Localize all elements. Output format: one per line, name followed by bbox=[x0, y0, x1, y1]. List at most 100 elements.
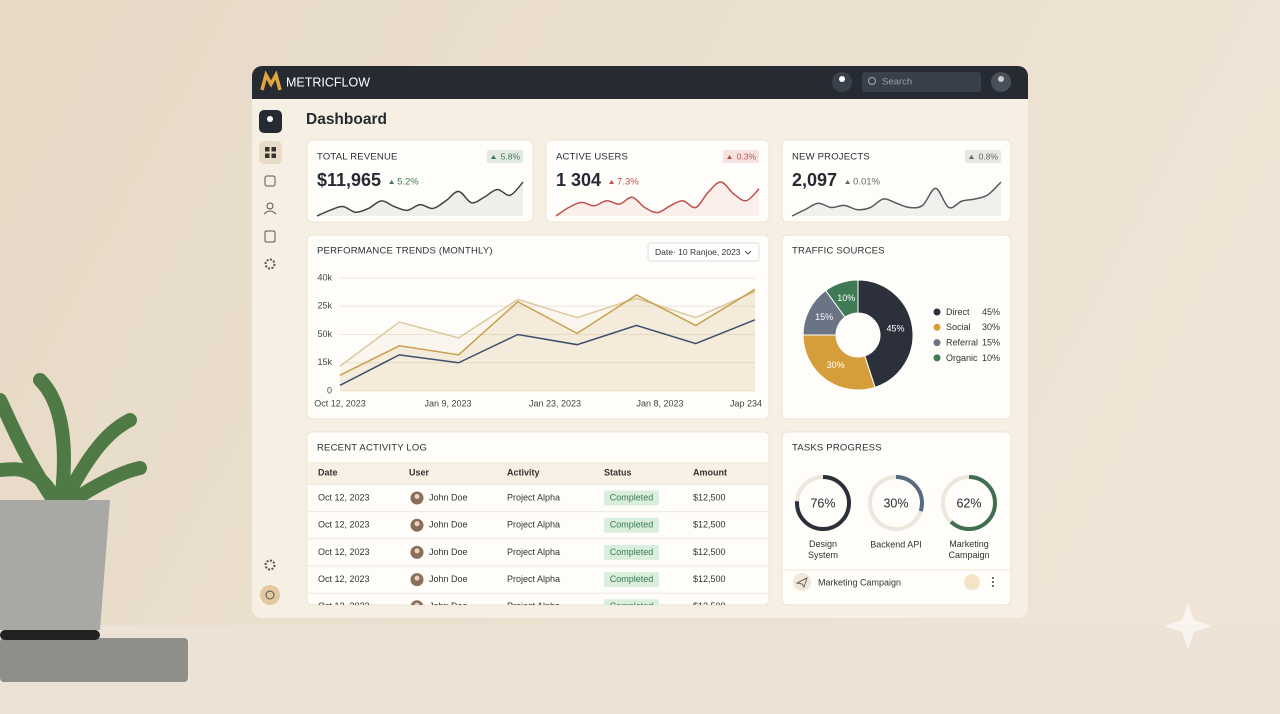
performance-title: PERFORMANCE TRENDS (MONTHLY) bbox=[317, 246, 493, 257]
tasks-footer: Marketing Campaign bbox=[818, 577, 901, 587]
cell-date: Oct 12, 2023 bbox=[318, 601, 370, 611]
sparkline bbox=[316, 181, 524, 217]
date-filter[interactable] bbox=[647, 242, 760, 262]
cell-user: John Doe bbox=[429, 492, 468, 502]
sidebar bbox=[259, 110, 282, 605]
search-box[interactable] bbox=[862, 72, 981, 92]
y-tick-label: 0 bbox=[327, 385, 332, 395]
legend-label: Organic bbox=[946, 353, 978, 363]
legend-dot bbox=[933, 308, 941, 316]
nav-reports[interactable] bbox=[264, 230, 276, 243]
trend-area bbox=[340, 291, 755, 391]
nav-tasks[interactable] bbox=[264, 175, 276, 187]
cell-amount: $12,500 bbox=[693, 574, 726, 584]
kpi-badge bbox=[965, 150, 1001, 163]
sparkline-area bbox=[317, 182, 523, 216]
kpi-value: $11,965 bbox=[317, 170, 381, 190]
ring-progress bbox=[941, 475, 997, 531]
kpi-value: 1 304 bbox=[556, 170, 601, 190]
activity-title: RECENT ACTIVITY LOG bbox=[317, 443, 427, 454]
nav-users[interactable] bbox=[266, 202, 274, 210]
cell-user: John Doe bbox=[429, 520, 468, 530]
status-badge bbox=[604, 599, 659, 605]
dropdown-arrow bbox=[744, 250, 752, 255]
avatar-face bbox=[414, 521, 420, 527]
top-bar bbox=[252, 66, 1028, 99]
status-badge bbox=[604, 544, 659, 560]
legend-label: Direct bbox=[946, 307, 970, 317]
kpi-label: NEW PROJECTS bbox=[792, 152, 870, 163]
legend-label: Referral bbox=[946, 337, 978, 347]
kpi-label: ACTIVE USERS bbox=[556, 152, 628, 163]
cell-user: John Doe bbox=[429, 574, 468, 584]
avatar-face bbox=[414, 602, 420, 605]
slice-label: 10% bbox=[837, 293, 855, 303]
cell-amount: $12,500 bbox=[693, 520, 726, 530]
activity-table: Date User Activity Status Amount Oct 12, 2023… bbox=[308, 467, 768, 611]
cell-amount: $12,500 bbox=[693, 492, 726, 502]
kpi-badge bbox=[723, 150, 759, 163]
status-badge bbox=[604, 572, 659, 588]
performance-card bbox=[306, 234, 770, 420]
badge-arrow bbox=[491, 155, 496, 159]
legend-label: Social bbox=[946, 322, 971, 332]
table-header bbox=[308, 462, 768, 484]
nav-dashboard[interactable] bbox=[259, 141, 282, 164]
brand: METRICFLOW bbox=[286, 75, 370, 89]
nav-settings[interactable] bbox=[264, 258, 276, 270]
campaign-icon bbox=[793, 573, 811, 591]
assignee[interactable] bbox=[964, 574, 980, 590]
legend-dot bbox=[933, 354, 941, 362]
y-tick-label: 40k bbox=[317, 272, 332, 282]
cell-activity: Project Alpha bbox=[507, 574, 560, 584]
kpi-card bbox=[781, 139, 1012, 223]
nav-preferences[interactable] bbox=[264, 559, 276, 571]
user-icon bbox=[839, 76, 845, 82]
trend-line bbox=[339, 319, 756, 387]
legend-value: 10% bbox=[982, 353, 1000, 363]
kpi-change: 7.3% bbox=[617, 177, 639, 188]
traffic-title: TRAFFIC SOURCES bbox=[792, 246, 885, 257]
kpi-badge-text: 0.3% bbox=[737, 151, 757, 161]
kpi-value: 2,097 bbox=[792, 170, 837, 190]
column-header: Amount bbox=[693, 467, 727, 477]
y-tick-label: 50k bbox=[317, 329, 332, 339]
tasks-title: TASKS PROGRESS bbox=[792, 443, 882, 454]
badge-arrow bbox=[727, 155, 732, 159]
nav-account[interactable] bbox=[260, 585, 280, 605]
cell-status: Completed bbox=[610, 492, 654, 502]
cell-status: Completed bbox=[610, 547, 654, 557]
slice-label: 30% bbox=[827, 360, 845, 370]
avatar-face bbox=[414, 575, 420, 581]
x-tick-label: Jan 23, 2023 bbox=[529, 398, 581, 408]
legend-value: 30% bbox=[982, 322, 1000, 332]
slice-label: 45% bbox=[887, 323, 905, 333]
y-tick-label: 15k bbox=[317, 357, 332, 367]
status-badge bbox=[604, 490, 659, 506]
x-tick-label: Jan 8, 2023 bbox=[636, 398, 683, 408]
kpi-change: 0.01% bbox=[853, 177, 880, 188]
change-arrow bbox=[609, 180, 615, 184]
task-name: Marketing Campaign bbox=[948, 539, 989, 560]
column-header: User bbox=[409, 467, 430, 477]
ring-progress bbox=[795, 475, 851, 531]
search-placeholder: Search bbox=[882, 77, 912, 88]
legend-dot bbox=[933, 339, 941, 347]
campaign-glyph bbox=[795, 577, 808, 589]
column-header: Status bbox=[604, 467, 632, 477]
avatar-icon bbox=[998, 76, 1004, 82]
cell-date: Oct 12, 2023 bbox=[318, 547, 370, 557]
kpi-card bbox=[545, 139, 770, 223]
cell-activity: Project Alpha bbox=[507, 547, 560, 557]
legend-value: 15% bbox=[982, 337, 1000, 347]
kpi-label: TOTAL REVENUE bbox=[317, 152, 398, 163]
donut-slice bbox=[857, 279, 914, 388]
tasks-card bbox=[781, 431, 1012, 606]
cell-user: John Doe bbox=[429, 601, 468, 611]
kpi-badge-text: 0.8% bbox=[979, 151, 999, 161]
slice-label: 15% bbox=[815, 312, 833, 322]
legend-value: 45% bbox=[982, 307, 1000, 317]
cell-amount: $12,500 bbox=[693, 547, 726, 557]
more[interactable] bbox=[992, 577, 994, 579]
